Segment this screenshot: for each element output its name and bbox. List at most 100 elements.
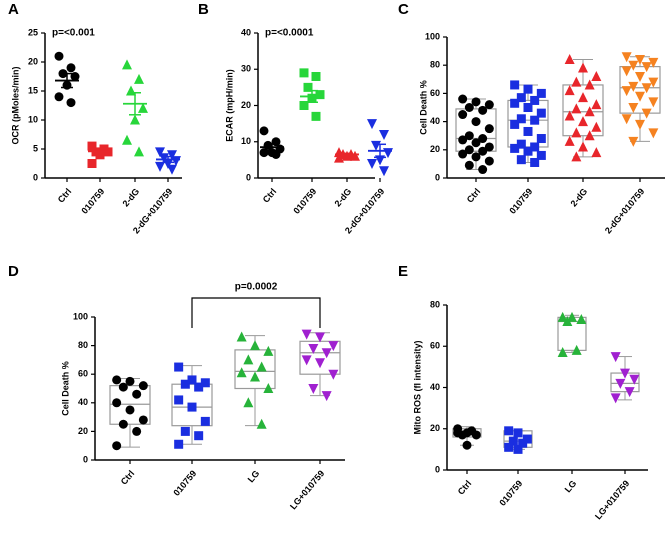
y-tick-label: 20 — [430, 144, 440, 154]
point — [259, 148, 269, 158]
point — [125, 405, 135, 415]
y-axis-label: Cell Death % — [60, 361, 70, 416]
point — [457, 430, 467, 440]
point — [138, 102, 148, 113]
point — [112, 441, 122, 451]
y-tick-label: 80 — [430, 299, 440, 309]
point — [471, 97, 481, 107]
point — [256, 361, 267, 372]
point — [118, 382, 128, 392]
point — [571, 151, 582, 162]
point — [462, 440, 472, 450]
point — [263, 383, 274, 393]
y-tick-label: 20 — [78, 426, 88, 436]
point — [87, 141, 97, 151]
point — [256, 418, 267, 429]
point — [578, 141, 588, 152]
point — [263, 345, 274, 356]
x-tick-label: LG+010759 — [288, 468, 326, 511]
x-tick-label: Ctrl — [56, 186, 74, 204]
point — [536, 134, 546, 144]
y-tick-label: 60 — [430, 88, 440, 98]
point — [464, 160, 474, 170]
point — [180, 379, 190, 389]
y-tick-label: 25 — [28, 27, 38, 37]
point — [243, 397, 254, 408]
point — [513, 444, 523, 454]
point — [584, 106, 595, 117]
point — [564, 54, 575, 65]
x-tick-label: Ctrl — [261, 186, 279, 204]
point — [510, 143, 520, 153]
point — [621, 86, 632, 97]
annotation: p=<0.001 — [52, 28, 95, 39]
point — [536, 108, 546, 118]
point — [564, 85, 575, 96]
point — [621, 114, 632, 125]
point — [478, 134, 488, 144]
point — [620, 368, 630, 379]
point — [187, 375, 197, 385]
point — [187, 402, 197, 412]
point — [591, 99, 602, 110]
point — [530, 115, 540, 125]
y-tick-label: 40 — [241, 27, 251, 37]
point — [530, 157, 540, 167]
point — [471, 152, 481, 162]
point — [321, 348, 332, 359]
point — [648, 128, 659, 139]
x-tick-label: LG — [563, 478, 579, 494]
point — [641, 62, 652, 73]
point — [303, 82, 313, 92]
point — [334, 152, 344, 163]
point — [471, 117, 481, 127]
y-tick-label: 60 — [78, 369, 88, 379]
point — [311, 111, 321, 121]
point — [484, 100, 494, 110]
x-tick-label: Ctrl — [465, 186, 483, 204]
y-tick-label: 80 — [430, 60, 440, 70]
point — [536, 150, 546, 160]
significance-bracket — [191, 297, 321, 328]
box — [619, 66, 661, 114]
point — [484, 156, 494, 166]
point — [523, 146, 533, 156]
point — [194, 382, 204, 392]
x-tick-label: 2-dG — [569, 186, 590, 208]
point — [478, 105, 488, 115]
point — [584, 130, 595, 141]
point — [571, 103, 582, 114]
point — [523, 126, 533, 136]
x-tick-label: 2-dG — [121, 186, 142, 208]
point — [458, 94, 468, 104]
point — [610, 352, 621, 363]
point — [516, 155, 526, 165]
y-tick-label: 100 — [425, 31, 440, 41]
y-axis-label: Cell Death % — [418, 80, 428, 135]
y-axis-label: OCR (pMoles/min) — [10, 66, 20, 144]
point — [171, 156, 181, 167]
point — [464, 103, 474, 112]
point — [167, 150, 177, 161]
point — [315, 358, 325, 369]
point — [174, 395, 184, 405]
point — [328, 369, 339, 380]
point — [567, 311, 577, 322]
point — [484, 142, 494, 152]
point — [155, 147, 165, 158]
point — [301, 329, 312, 340]
point — [138, 415, 148, 425]
x-tick-label: Ctrl — [456, 478, 474, 496]
point — [308, 384, 319, 394]
panel-letter: D — [8, 263, 19, 280]
point — [648, 97, 659, 108]
y-tick-label: 20 — [28, 56, 38, 66]
point — [578, 116, 588, 127]
point — [635, 119, 645, 130]
point — [557, 346, 568, 357]
point — [350, 150, 360, 161]
point — [635, 71, 645, 82]
point — [367, 159, 377, 169]
point — [299, 101, 309, 110]
point — [591, 121, 602, 132]
